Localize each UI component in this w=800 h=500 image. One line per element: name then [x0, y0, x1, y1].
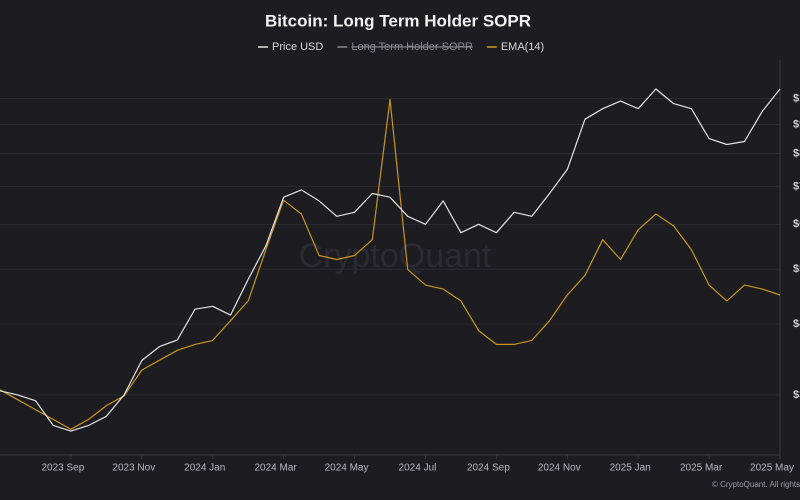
- y-tick-label: $80K: [793, 147, 800, 159]
- y-tick-label: $70K: [793, 180, 800, 192]
- y-tick-label: $100K: [793, 93, 800, 105]
- x-tick-label: 2024 Sep: [467, 463, 510, 474]
- x-tick-label: 2024 Mar: [255, 463, 298, 474]
- chart-title: Bitcoin: Long Term Holder SOPR: [265, 11, 531, 30]
- watermark: CryptoQuant: [299, 237, 492, 275]
- legend-label: EMA(14): [501, 41, 544, 53]
- y-tick-label: $30K: [793, 389, 800, 401]
- series-line: [0, 98, 781, 430]
- x-tick-label: 2024 Jan: [184, 463, 225, 474]
- source: © CryptoQuant. All rights reserved.: [712, 480, 800, 489]
- y-tick-label: $50K: [793, 263, 800, 275]
- legend-label: Price USD: [272, 41, 323, 53]
- x-tick-label: 2023 Sep: [41, 463, 84, 474]
- y-tick-label: $60K: [793, 218, 800, 230]
- x-tick-label: 2024 Nov: [538, 463, 581, 474]
- x-tick-label: 2025 Mar: [680, 463, 723, 474]
- x-tick-label: 2025 Jan: [610, 463, 651, 474]
- x-tick-label: 2024 May: [325, 463, 369, 474]
- y-tick-label: $90K: [793, 118, 800, 130]
- x-tick-label: 2025 May: [750, 463, 794, 474]
- x-tick-label: 2023 Nov: [112, 463, 155, 474]
- x-tick-label: 2024 Jul: [399, 463, 437, 474]
- y-tick-label: $40K: [793, 318, 800, 330]
- series-line: [0, 88, 781, 432]
